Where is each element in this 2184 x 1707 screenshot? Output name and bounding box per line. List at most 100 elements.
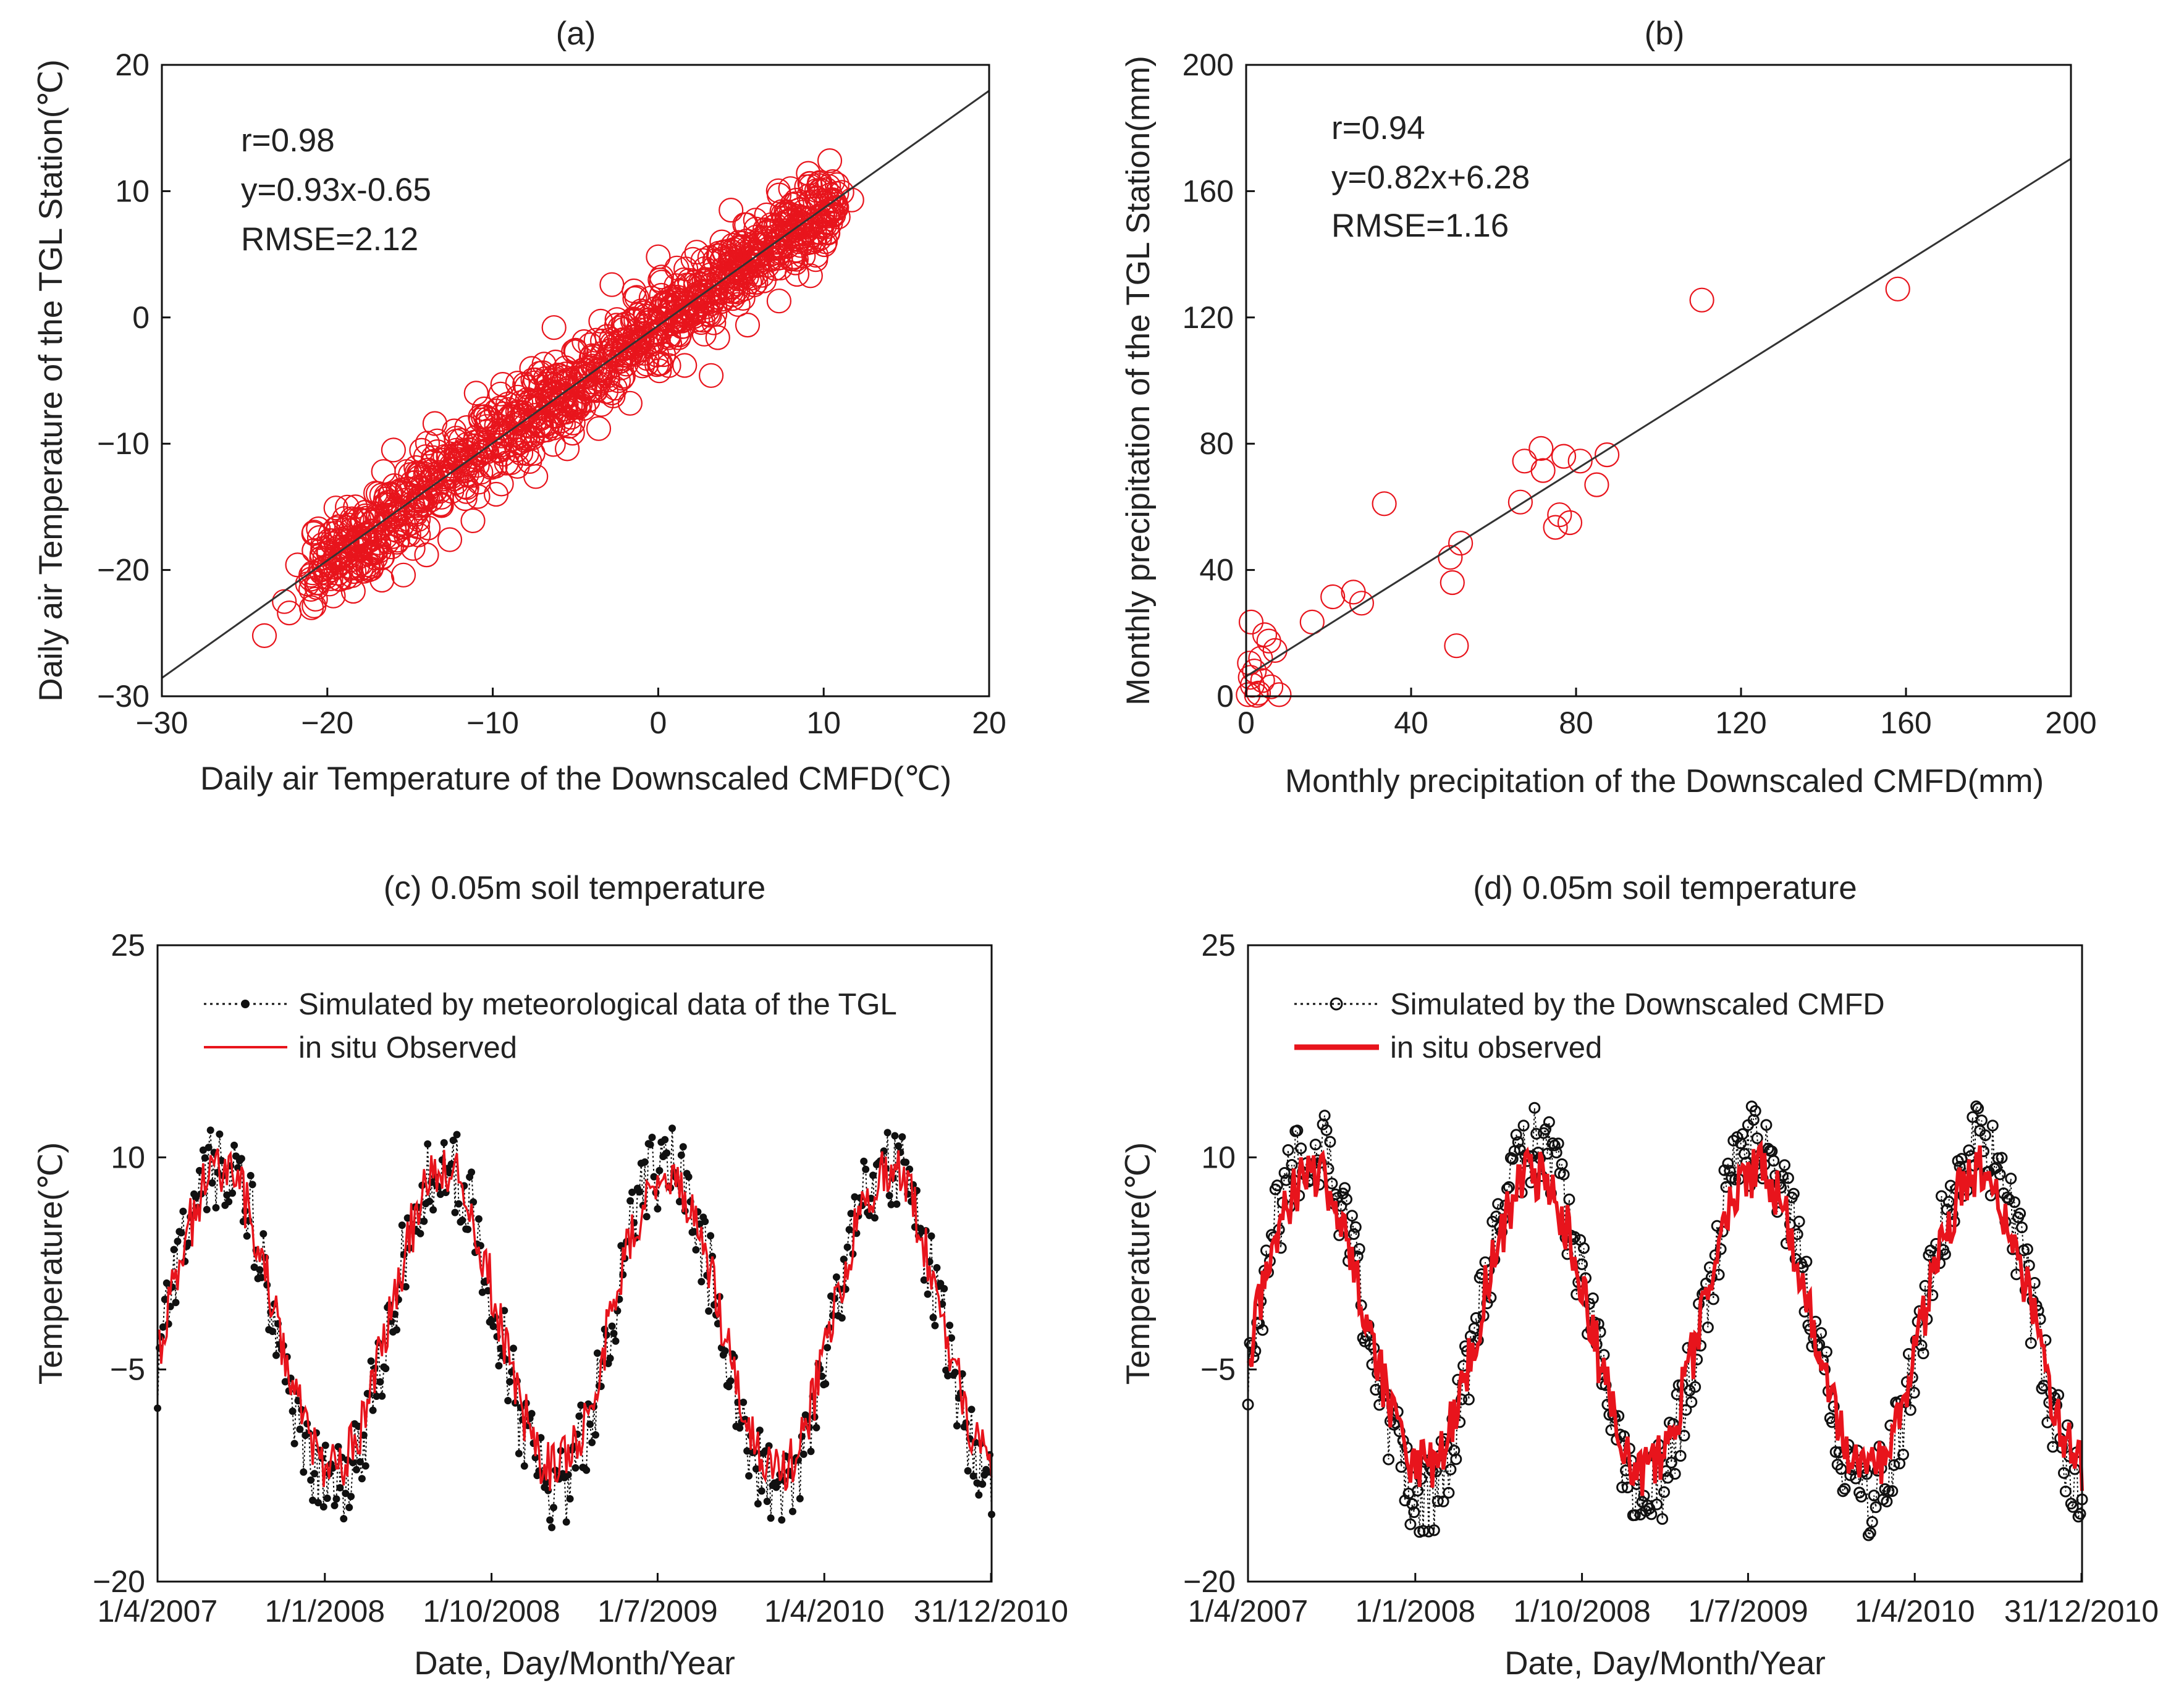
panel-c-sim-point <box>229 1189 237 1197</box>
panel-c-sim-point <box>754 1500 762 1507</box>
panel-a-annotation-equation: y=0.93x-0.65 <box>241 172 431 208</box>
panel-a-point <box>419 487 444 512</box>
panel-a-point <box>389 478 414 503</box>
panel-d-sim-point <box>1870 1501 1882 1514</box>
panel-a-point <box>735 312 761 338</box>
panel-a-point <box>553 382 579 408</box>
panel-d-sim-point <box>1512 1136 1524 1149</box>
panel-a-point <box>804 178 830 203</box>
panel-c-sim-point <box>367 1357 375 1365</box>
panel-d-frame <box>1247 944 2083 1583</box>
panel-a-point <box>542 372 568 398</box>
panel-a-point <box>646 350 672 376</box>
panel-b-x-tick-label: 80 <box>1559 706 1593 740</box>
panel-b-point <box>1595 442 1620 468</box>
panel-c-sim-point <box>506 1378 514 1386</box>
panel-a-x-tick-label: 10 <box>806 706 841 740</box>
panel-c-sim-point <box>342 1490 350 1498</box>
panel-b-point <box>1238 609 1264 635</box>
panel-b-y-tick-label: 160 <box>1183 174 1234 208</box>
panel-c-x-ticks: 1/4/2007 1/1/2008 1/10/2008 1/7/2009 1/4/201… <box>98 1573 1068 1629</box>
panel-c-sim-point <box>643 1213 651 1221</box>
panel-a-point <box>779 192 805 217</box>
panel-c-sim-point <box>179 1207 187 1215</box>
panel-b-point <box>1256 628 1281 654</box>
panel-d-y-label: Temperature(℃) <box>1120 1142 1157 1385</box>
panel-a-point <box>819 188 844 214</box>
panel-c-sim-point <box>721 1347 729 1355</box>
panel-c-sim-point <box>393 1326 400 1334</box>
panel-d-sim-point <box>1936 1190 1947 1202</box>
panel-c-x-tick-label: 1/1/2008 <box>264 1594 385 1629</box>
panel-b-annotation-equation: y=0.82x+6.28 <box>1331 159 1530 196</box>
panel-c-sim-point <box>349 1459 357 1467</box>
panel-a-point <box>714 269 740 294</box>
panel-a-point <box>583 327 609 353</box>
panel-c-x-tick-label: 1/4/2010 <box>764 1594 885 1629</box>
panel-d-legend-obs-label: in situ observed <box>1390 1031 1602 1064</box>
panel-a-x-tick-label: −10 <box>466 706 519 740</box>
panel-a-point <box>251 623 277 649</box>
panel-d-sim-point <box>1492 1198 1504 1210</box>
panel-c-sim-point <box>307 1476 315 1484</box>
panel-a-point <box>372 492 397 517</box>
panel-a-point <box>541 315 567 340</box>
panel-c-sim-point <box>332 1495 340 1503</box>
panel-a-point <box>571 329 597 355</box>
panel-a-point <box>774 221 799 247</box>
panel-c-sim-point <box>891 1132 899 1140</box>
panel-d-sim-point <box>1970 1100 1983 1113</box>
panel-c-sim-point <box>185 1239 193 1247</box>
panel-c-sim-point <box>340 1515 348 1523</box>
panel-c-sim-point <box>586 1420 594 1428</box>
panel-c-sim-point <box>172 1299 180 1307</box>
panel-a-annotation-r: r=0.98 <box>241 122 335 159</box>
panel-a-point <box>734 256 759 281</box>
panel-a-point <box>808 220 833 245</box>
panel-c-sim-point <box>510 1344 517 1352</box>
panel-a-point <box>476 418 501 444</box>
panel-c-sim-point <box>946 1321 954 1330</box>
panel-a-y-ticks: −30 −20 −10 0 10 20 <box>97 48 171 714</box>
panel-d-sim-point <box>1423 1525 1435 1538</box>
panel-b-marks <box>1236 276 1910 708</box>
panel-d-sim-point <box>1563 1193 1575 1205</box>
panel-c-sim-point <box>248 1181 256 1189</box>
panel-a-point <box>437 527 463 552</box>
panel-c-sim-point <box>933 1264 941 1271</box>
panel-c-sim-point <box>964 1467 972 1475</box>
panel-a-point <box>463 433 488 458</box>
panel-b-point <box>1299 609 1325 635</box>
panel-c-sim-point <box>416 1229 424 1237</box>
panel-a-point <box>390 562 416 588</box>
panel-c-sim-point <box>321 1441 329 1449</box>
panel-d-sim-point <box>1994 1168 2006 1181</box>
panel-d-legend: Simulated by the Downscaled CMFD in situ… <box>1294 988 1885 1064</box>
panel-d-sim-point <box>1337 1187 1349 1200</box>
panel-d: (d) 0.05m soil temperature 1/4/2007 1/1/2… <box>1120 870 2159 1682</box>
panel-a-point <box>521 395 547 420</box>
panel-a-point <box>424 439 450 465</box>
panel-a-point <box>747 243 773 268</box>
panel-c-sim-point <box>752 1465 760 1473</box>
panel-d-sim-point <box>1665 1457 1677 1469</box>
panel-a-point <box>400 536 426 561</box>
panel-c-sim-point <box>592 1431 599 1439</box>
panel-c-sim-point <box>727 1377 735 1385</box>
panel-d-sim-point <box>1528 1102 1541 1114</box>
panel-c-sim-point <box>468 1168 476 1176</box>
panel-a-point <box>549 408 574 434</box>
panel-c-legend-sim-label: Simulated by meteorological data of the … <box>298 988 897 1021</box>
panel-a-fit-line <box>161 90 990 679</box>
panel-c-sim-point <box>951 1368 959 1376</box>
panel-a-point <box>548 400 574 426</box>
panel-b-fit-line <box>1246 158 2072 678</box>
panel-d-x-tick-label: 1/1/2008 <box>1355 1594 1475 1629</box>
panel-d-sim-point <box>1942 1195 1955 1208</box>
panel-d-y-tick-label: −5 <box>1200 1352 1236 1387</box>
panel-c-sim-point <box>883 1129 892 1137</box>
panel-b-point <box>1444 633 1469 659</box>
panel-d-sim-point <box>1567 1233 1579 1245</box>
panel-a-y-tick-label: 10 <box>115 174 150 208</box>
panel-b-point <box>1557 510 1583 536</box>
